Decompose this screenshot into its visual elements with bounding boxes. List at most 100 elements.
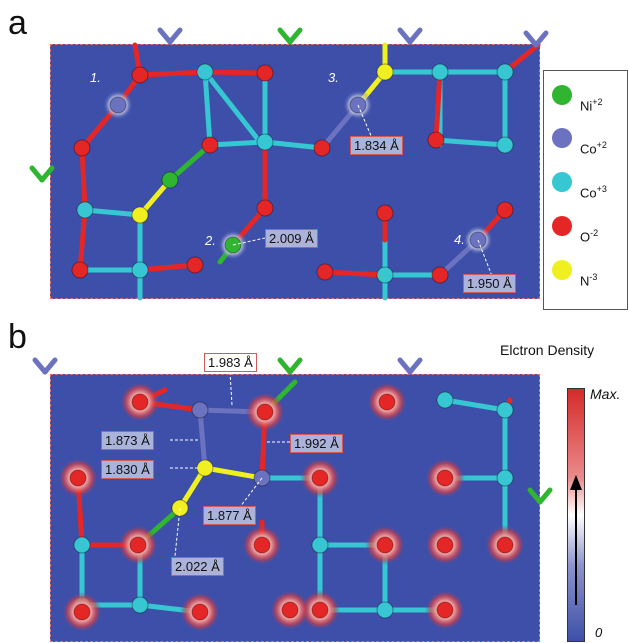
- atom: [196, 63, 214, 81]
- atom: [73, 603, 91, 621]
- atom: [196, 459, 214, 477]
- bond: [202, 465, 265, 481]
- atom: [69, 469, 87, 487]
- label-pointer: [232, 237, 266, 246]
- site-number-2: 2.: [205, 233, 216, 248]
- site-number-3: 3.: [328, 70, 339, 85]
- bond: [533, 30, 549, 48]
- atom: [496, 469, 514, 487]
- co2-swatch: [552, 128, 572, 148]
- atom: [73, 536, 91, 554]
- bond: [442, 397, 508, 413]
- atom: [256, 133, 274, 151]
- bond: [77, 207, 88, 273]
- panel-letter-a: a: [8, 4, 27, 42]
- atom: [376, 266, 394, 284]
- colorbar-min-label: 0: [595, 625, 603, 640]
- bond: [407, 27, 423, 45]
- atom: [76, 201, 94, 219]
- atom: [496, 201, 514, 219]
- bond: [527, 487, 543, 505]
- bond: [397, 27, 413, 45]
- bond-length-label: 1.983 Å: [204, 353, 257, 372]
- legend-item-co2: Co+2: [552, 126, 628, 166]
- atom: [376, 204, 394, 222]
- bond: [167, 27, 183, 45]
- legend-label: N-3: [580, 272, 598, 289]
- atom: [131, 66, 149, 84]
- bond: [137, 69, 208, 78]
- bond: [39, 165, 55, 183]
- bond: [287, 27, 303, 45]
- atom: [496, 63, 514, 81]
- atom: [436, 469, 454, 487]
- bond: [32, 357, 48, 375]
- atom: [496, 536, 514, 554]
- legend-label: Co+3: [580, 184, 607, 201]
- atom: [496, 136, 514, 154]
- atom: [131, 206, 149, 224]
- atom: [378, 393, 396, 411]
- label-pointer: [174, 507, 181, 557]
- bond-length-label: 1.834 Å: [350, 136, 403, 155]
- bond: [262, 139, 325, 151]
- bond: [433, 137, 508, 148]
- bond: [202, 69, 213, 148]
- legend-item-n: N-3: [552, 258, 628, 298]
- legend-item-o: O-2: [552, 214, 628, 254]
- bond: [202, 69, 268, 76]
- atom: [256, 403, 274, 421]
- legend-label: Co+2: [580, 140, 607, 157]
- atom: [496, 401, 514, 419]
- bond: [277, 357, 293, 375]
- bond: [287, 357, 303, 375]
- bond-length-label: 1.950 Å: [463, 274, 516, 293]
- atom: [256, 199, 274, 217]
- label-pointer: [239, 477, 263, 508]
- panel-letter-b: b: [8, 318, 27, 356]
- bond: [397, 357, 413, 375]
- legend-item-ni: Ni+2: [552, 83, 628, 123]
- atom: [73, 139, 91, 157]
- atom: [376, 63, 394, 81]
- bond: [202, 69, 263, 145]
- bond: [523, 30, 539, 48]
- bond: [157, 27, 173, 45]
- bond-length-label: 1.830 Å: [101, 460, 154, 479]
- bond: [29, 165, 45, 183]
- ni-swatch: [552, 85, 572, 105]
- n-swatch: [552, 260, 572, 280]
- atom: [427, 131, 445, 149]
- atom: [431, 63, 449, 81]
- bond: [82, 207, 143, 218]
- bond-length-label: 1.873 Å: [101, 431, 154, 450]
- bond: [407, 357, 423, 375]
- atom: [201, 136, 219, 154]
- o-swatch: [552, 216, 572, 236]
- atom: [191, 401, 209, 419]
- atom: [253, 536, 271, 554]
- bond: [137, 262, 198, 273]
- bond: [167, 142, 213, 183]
- element-legend: Ni+2 Co+2 Co+3 O-2 N-3: [543, 70, 628, 310]
- atom: [313, 139, 331, 157]
- atom: [436, 391, 454, 409]
- bond-length-label: 1.992 Å: [290, 434, 343, 453]
- co3-swatch: [552, 172, 572, 192]
- atom: [71, 261, 89, 279]
- bond: [207, 139, 268, 148]
- bond: [79, 145, 88, 213]
- bond: [197, 407, 208, 471]
- label-pointer: [229, 371, 233, 406]
- label-pointer: [357, 104, 373, 139]
- atom: [131, 393, 149, 411]
- atom: [431, 266, 449, 284]
- bond: [277, 27, 293, 45]
- label-pointer: [477, 239, 493, 277]
- atom: [436, 536, 454, 554]
- colorbar-max-label: Max.: [590, 386, 621, 402]
- atom: [129, 536, 147, 554]
- atom: [316, 263, 334, 281]
- legend-label: O-2: [580, 228, 599, 245]
